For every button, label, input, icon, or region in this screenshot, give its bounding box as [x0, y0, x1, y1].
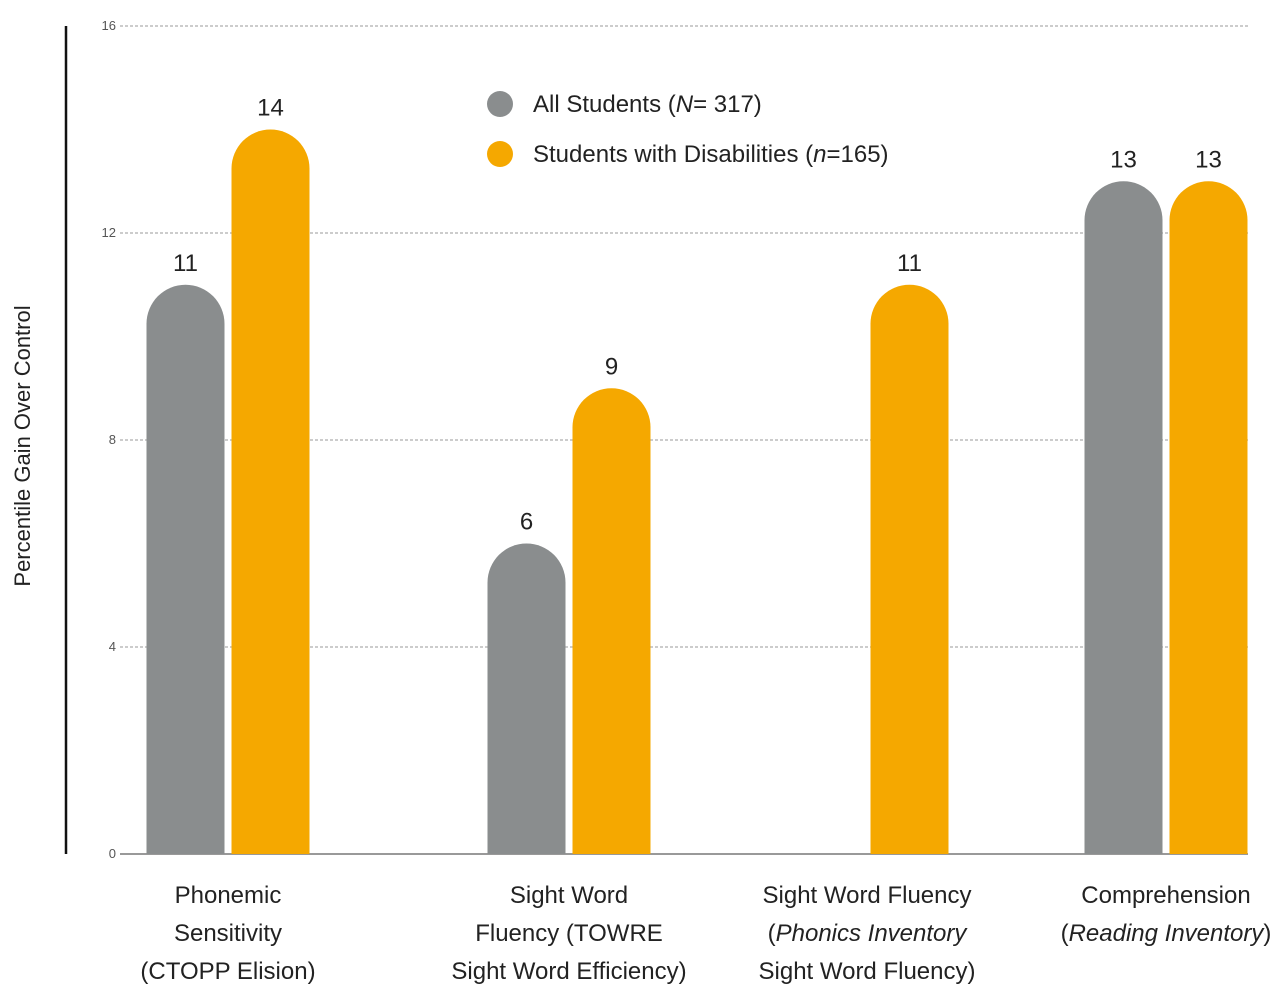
- legend-label-0: All Students (N= 317): [533, 91, 762, 118]
- category-label-text: Sight Word Fluency: [763, 882, 972, 909]
- category-label-text: Sight Word Fluency): [759, 958, 976, 985]
- bar-students-with-disabilities-1: [572, 388, 651, 854]
- data-label: 13: [1195, 146, 1222, 173]
- bar-all-students-0: [146, 284, 225, 854]
- category-label-text: Comprehension: [1081, 882, 1250, 909]
- category-labels: Phonemic Sensitivity (CTOPP Elision) Sight …: [140, 882, 1271, 985]
- legend: All Students (N= 317) Students with Disab…: [487, 91, 889, 168]
- category-label-2: Sight Word Fluency (Phonics Inventory Sigh…: [759, 882, 976, 985]
- category-label-text: Sight Word Efficiency): [451, 958, 686, 985]
- legend-var: n: [813, 141, 826, 168]
- category-label-0: Phonemic Sensitivity (CTOPP Elision): [140, 882, 315, 985]
- legend-swatch-0: [487, 91, 513, 117]
- value-labels: 11 6 13 14 9 11 13: [173, 95, 1222, 536]
- category-label-text: Phonemic: [175, 882, 282, 909]
- y-tick-label: 0: [109, 846, 116, 861]
- bar-all-students-3: [1084, 181, 1163, 855]
- category-label-text: (CTOPP Elision): [140, 958, 315, 985]
- legend-text: Students with Disabilities (: [533, 141, 813, 168]
- category-label-text: Sight Word: [510, 882, 628, 909]
- category-label-text: (: [768, 920, 776, 947]
- y-tick-labels: 0 4 8 12 16: [102, 18, 116, 861]
- data-label: 11: [897, 250, 922, 277]
- bar-students-with-disabilities-2: [870, 284, 949, 854]
- category-label-text: Reading Inventory: [1069, 920, 1266, 947]
- category-label-1: Sight Word Fluency (TOWRE Sight Word Effic…: [451, 882, 686, 985]
- bar-all-students-1: [487, 543, 566, 854]
- data-label: 6: [520, 509, 533, 536]
- y-axis-label: Percentile Gain Over Control: [10, 305, 35, 586]
- legend-var: N: [676, 91, 694, 118]
- y-tick-label: 12: [102, 225, 116, 240]
- legend-count: = 317): [693, 91, 762, 118]
- legend-swatch-1: [487, 141, 513, 167]
- category-label-text: Fluency (TOWRE: [475, 920, 663, 947]
- bar-students-with-disabilities-3: [1169, 181, 1248, 855]
- legend-count: =165): [826, 141, 888, 168]
- category-label-text: Phonics Inventory: [776, 920, 969, 947]
- data-label: 9: [605, 353, 618, 380]
- data-label: 13: [1110, 146, 1137, 173]
- bars: [146, 129, 1248, 855]
- y-tick-label: 16: [102, 18, 116, 33]
- category-label-text: Sensitivity: [174, 920, 282, 947]
- y-tick-label: 4: [109, 639, 116, 654]
- data-label: 14: [257, 95, 284, 122]
- category-label-text: ): [1263, 920, 1271, 947]
- legend-text: All Students (: [533, 91, 676, 118]
- y-tick-label: 8: [109, 432, 116, 447]
- legend-label-1: Students with Disabilities (n=165): [533, 141, 889, 168]
- category-label-text: (: [1061, 920, 1069, 947]
- bar-students-with-disabilities-0: [231, 129, 310, 854]
- category-label-3: Comprehension (Reading Inventory): [1061, 882, 1272, 947]
- data-label: 11: [173, 250, 198, 277]
